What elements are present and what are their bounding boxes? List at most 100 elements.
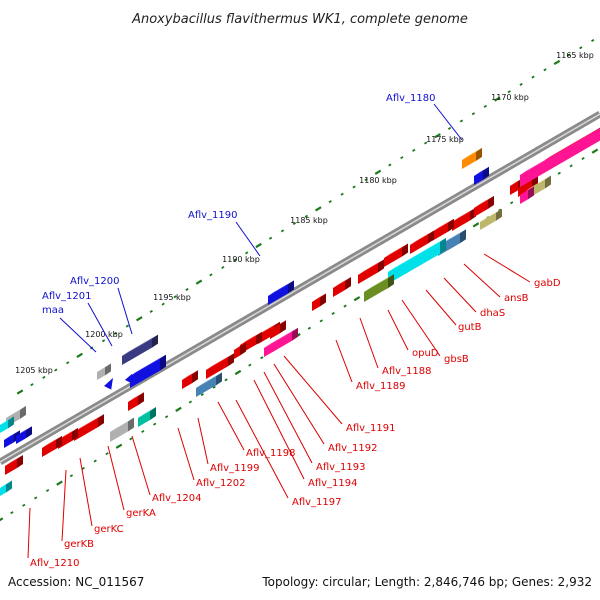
svg-text:gerKA: gerKA (126, 508, 156, 519)
outer-tick-mark (553, 59, 561, 66)
inner-tick-mark (22, 503, 26, 507)
inner-tick-mark (175, 406, 182, 412)
inner-tick-mark (557, 171, 561, 175)
outer-tick-mark (113, 331, 118, 335)
outer-tick-mark (161, 302, 165, 306)
gene-forward-navy (122, 334, 158, 365)
inner-tick-mark (212, 385, 216, 389)
gene-reverse-olive (364, 274, 394, 302)
svg-text:Aflv_1198: Aflv_1198 (246, 448, 296, 459)
gene-label-aflv-1188: Aflv_1188 (359, 317, 432, 377)
gene-reverse-magenta (264, 327, 298, 357)
kbp-label-1175-kbp: 1175 kbp (426, 135, 464, 144)
outer-tick-mark (493, 96, 501, 102)
outer-tick-mark (136, 316, 143, 322)
gene-label-dhas: dhaS (443, 277, 505, 319)
outer-tick-mark (54, 368, 58, 372)
outer-tick-mark (412, 148, 416, 152)
svg-text:gerKB: gerKB (64, 539, 94, 550)
gene-label-gabd: gabD (483, 253, 561, 289)
gene-reverse-red-5 (432, 218, 454, 241)
kbp-label-1180-kbp: 1180 kbp (359, 176, 397, 185)
outer-tick-mark (76, 352, 83, 358)
inner-tick-mark (56, 480, 63, 486)
svg-text:Aflv_1200: Aflv_1200 (70, 276, 120, 287)
svg-text:Aflv_1202: Aflv_1202 (196, 478, 246, 489)
inner-tick-mark (115, 443, 123, 449)
svg-text:opuD: opuD (412, 348, 439, 359)
gene-reverse-red-16 (128, 392, 144, 411)
gene-label-aflv-1192: Aflv_1192 (273, 363, 378, 454)
inner-tick-mark (472, 222, 480, 228)
inner-tick-mark (260, 356, 264, 360)
outer-tick-mark (195, 279, 203, 285)
gene-reverse-red-8 (358, 259, 384, 284)
gene-label-opud: opuD (387, 309, 439, 359)
outer-tick-mark (388, 163, 392, 167)
genome-summary-text: Topology: circular; Length: 2,846,746 bp… (261, 575, 592, 589)
outer-tick-mark (447, 126, 452, 130)
gene-reverse-steel (196, 372, 222, 397)
inner-tick-mark (153, 422, 157, 426)
gene-forward-blue (268, 280, 294, 305)
inner-tick-mark (509, 201, 514, 205)
outer-tick-mark (125, 324, 130, 328)
svg-text:Aflv_1190: Aflv_1190 (188, 210, 238, 221)
kbp-label-1195-kbp: 1195 kbp (153, 293, 191, 302)
outer-tick-mark (173, 295, 177, 299)
gene-forward-blue-arrow (125, 373, 132, 383)
outer-tick-mark (591, 38, 595, 42)
gene-label-gutb: gutB (425, 289, 482, 333)
svg-text:gerKC: gerKC (94, 524, 124, 535)
outer-tick-mark (543, 68, 547, 72)
outer-tick-mark (507, 90, 511, 94)
svg-text:Aflv_1194: Aflv_1194 (308, 478, 358, 489)
outer-tick-mark (185, 287, 189, 291)
outer-tick-mark (314, 206, 322, 212)
svg-text:Aflv_1193: Aflv_1193 (316, 462, 366, 473)
inner-tick-mark (200, 393, 204, 397)
gene-forward-orange (462, 147, 482, 169)
outer-tick-mark (209, 273, 213, 277)
gene-reverse-magenta (520, 186, 534, 204)
inner-tick-mark (224, 378, 228, 382)
gene-label-aflv-1193: Aflv_1193 (263, 371, 366, 473)
kbp-label-1185-kbp: 1185 kbp (290, 216, 328, 225)
inner-tick-mark (234, 369, 242, 376)
gene-reverse-red-6 (410, 230, 434, 254)
gene-reverse-red-17 (74, 414, 104, 441)
svg-text:Aflv_1210: Aflv_1210 (30, 558, 80, 569)
gene-label-gerkc: gerKC (79, 457, 124, 535)
svg-text:Aflv_1192: Aflv_1192 (328, 443, 378, 454)
outer-tick-mark (567, 53, 571, 57)
gene-reverse-red-14 (182, 370, 198, 389)
outer-tick-mark (579, 46, 583, 50)
outer-tick-mark (245, 251, 249, 255)
svg-text:gbsB: gbsB (444, 354, 469, 365)
inner-tick-mark (569, 164, 573, 168)
gene-reverse-red-4 (474, 195, 494, 217)
inner-tick-mark (319, 319, 323, 323)
gene-label-aflv-1194: Aflv_1194 (253, 379, 358, 489)
gene-label-aflv-1202: Aflv_1202 (177, 427, 246, 489)
inner-tick-mark (343, 304, 347, 308)
svg-text:Aflv_1191: Aflv_1191 (346, 423, 396, 434)
outer-tick-mark (374, 169, 382, 175)
inner-tick-mark (164, 415, 169, 419)
outer-tick-mark (483, 104, 487, 108)
gene-forward-blue (16, 426, 32, 444)
gene-label-aflv-1190: Aflv_1190 (188, 210, 261, 257)
gene-reverse-teal (138, 407, 156, 427)
gene-label-aflv-1198: Aflv_1198 (217, 401, 296, 459)
gene-reverse-cyan (388, 237, 446, 284)
svg-text:Aflv_1189: Aflv_1189 (356, 381, 406, 392)
gene-label-aflv-1200: Aflv_1200 (70, 276, 133, 335)
gene-reverse-red-11 (240, 331, 262, 354)
backbone-highlight (0, 113, 600, 463)
inner-tick-mark (81, 466, 85, 470)
outer-tick-mark (424, 141, 428, 145)
inner-tick-mark (34, 496, 38, 500)
outer-tick-mark (280, 229, 285, 233)
gene-label-aflv-1204: Aflv_1204 (131, 435, 202, 504)
